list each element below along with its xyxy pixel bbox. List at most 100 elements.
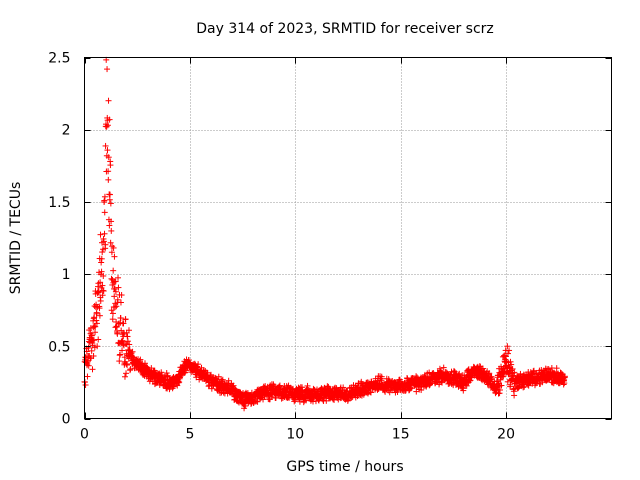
data-point	[106, 196, 113, 203]
y-tick-labels: 0 0.5 1 1.5 2 2.5	[48, 51, 70, 428]
data-point	[107, 162, 114, 169]
data-point	[507, 381, 514, 388]
data-point	[93, 320, 100, 327]
x-tick-label: 10	[286, 427, 304, 443]
data-point	[507, 358, 514, 365]
data-point	[115, 284, 122, 291]
data-point	[107, 239, 114, 246]
data-point	[111, 293, 118, 300]
data-point	[119, 338, 126, 345]
data-points	[81, 56, 568, 412]
data-point	[104, 147, 111, 154]
data-point	[200, 367, 207, 374]
y-tick-label: 2	[62, 123, 71, 139]
data-point	[129, 348, 136, 355]
data-point	[121, 373, 128, 380]
data-point	[117, 299, 124, 306]
data-point	[521, 383, 528, 390]
data-point	[108, 275, 115, 282]
data-point	[97, 279, 104, 286]
data-point	[102, 241, 109, 248]
data-point	[94, 289, 101, 296]
data-point	[509, 365, 516, 372]
data-point	[511, 392, 518, 399]
data-point	[260, 396, 267, 403]
data-point	[104, 66, 111, 73]
data-point	[426, 369, 433, 376]
data-point	[208, 385, 215, 392]
data-point	[101, 193, 108, 200]
data-point	[116, 358, 123, 365]
axis-ticks	[84, 57, 612, 420]
data-point	[498, 382, 505, 389]
data-point	[90, 337, 97, 344]
data-point	[97, 297, 104, 304]
data-point	[485, 371, 492, 378]
data-point	[109, 310, 116, 317]
data-point	[95, 336, 102, 343]
data-point	[108, 249, 115, 256]
data-point	[170, 383, 177, 390]
data-point	[561, 380, 568, 387]
data-point	[514, 385, 521, 392]
data-point	[98, 255, 105, 262]
data-point	[117, 351, 124, 358]
data-point	[85, 362, 92, 369]
data-point	[89, 366, 96, 373]
data-point	[92, 323, 99, 330]
data-point	[407, 385, 414, 392]
y-tick-label: 1	[62, 267, 71, 283]
data-point	[109, 316, 116, 323]
data-point	[100, 238, 107, 245]
x-tick-label: 15	[392, 427, 410, 443]
data-point	[123, 360, 130, 367]
data-point	[106, 222, 113, 229]
data-point	[158, 369, 165, 376]
data-point	[253, 398, 260, 405]
data-point	[99, 249, 106, 256]
data-point	[101, 197, 108, 204]
x-tick-label: 0	[80, 427, 89, 443]
data-point	[98, 259, 105, 266]
data-point	[497, 376, 504, 383]
data-point	[561, 373, 568, 380]
x-axis-label: GPS time / hours	[286, 459, 403, 475]
data-point	[90, 353, 97, 360]
data-point	[105, 154, 112, 161]
x-tick-label: 20	[497, 427, 515, 443]
data-point	[122, 316, 129, 323]
data-point	[101, 209, 108, 216]
data-point	[110, 267, 117, 274]
x-tick-labels: 0 5 10 15 20	[80, 427, 515, 443]
data-point	[463, 382, 470, 389]
data-point	[111, 253, 118, 260]
data-point	[101, 230, 108, 237]
data-point	[112, 278, 119, 285]
data-point	[118, 292, 125, 299]
data-point	[87, 325, 94, 332]
y-tick-label: 0	[62, 412, 71, 428]
data-point	[108, 307, 115, 314]
data-point	[479, 365, 486, 372]
data-point	[123, 370, 130, 377]
data-point	[174, 382, 181, 389]
data-point	[93, 309, 100, 316]
data-point	[111, 285, 118, 292]
data-point	[104, 122, 111, 129]
data-point	[82, 382, 89, 389]
data-point	[91, 314, 98, 321]
data-point	[137, 356, 144, 363]
grid-lines	[84, 57, 612, 419]
data-point	[126, 341, 133, 348]
data-point	[378, 373, 385, 380]
data-point	[439, 379, 446, 386]
data-point	[102, 142, 109, 149]
data-point	[486, 370, 493, 377]
data-point	[97, 231, 104, 238]
data-point	[501, 352, 508, 359]
data-point	[95, 289, 102, 296]
data-point	[110, 244, 117, 251]
plot-frame	[84, 57, 612, 419]
data-point	[504, 343, 511, 350]
